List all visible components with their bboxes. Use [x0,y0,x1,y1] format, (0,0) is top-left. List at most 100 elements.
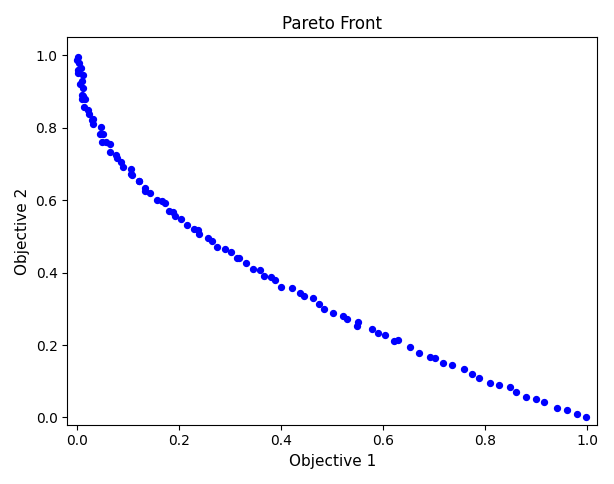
Point [77,71,87,78]
Point [393,336,403,344]
Point [511,388,521,395]
Point [287,284,297,292]
Point [74,69,84,77]
Point [425,353,435,361]
Point [88,116,98,123]
Point [96,123,106,131]
Point [319,305,328,313]
Title: Pareto Front: Pareto Front [282,15,382,33]
Point [75,80,85,88]
Point [521,393,531,401]
Point [78,92,88,100]
Point [194,230,204,238]
Point [176,215,186,223]
Point [134,177,144,185]
Point [203,234,213,242]
Point [258,272,268,280]
Point [373,330,383,337]
Point [447,362,457,369]
Point [140,187,150,195]
Point [80,95,90,103]
Point [88,120,98,128]
Point [170,212,180,220]
Point [299,292,309,300]
Point [270,277,280,285]
Point [182,222,192,229]
Point [72,56,82,63]
Point [405,343,414,351]
Point [389,337,399,345]
Point [367,325,376,333]
Point [74,60,84,67]
Point [552,404,562,412]
Point [430,354,440,362]
Point [83,106,93,114]
Point [562,406,572,414]
Point [145,189,155,197]
Point [160,199,170,207]
Point [459,365,468,373]
Point [76,64,86,72]
Point [111,151,121,159]
Point [266,273,276,281]
Point [342,315,352,323]
X-axis label: Objective 1: Objective 1 [289,454,376,469]
Point [474,375,484,382]
Point [157,197,167,205]
Point [78,85,88,92]
Point [84,110,93,118]
Point [212,242,222,250]
Point [134,177,144,185]
Point [190,226,200,233]
Point [193,227,203,234]
Point [276,283,286,291]
Point [538,398,548,406]
Point [581,414,591,422]
Point [308,294,318,302]
Point [77,77,87,85]
Point [77,91,87,99]
Point [234,254,244,261]
Point [467,370,476,378]
Point [572,410,581,418]
Point [226,249,236,257]
Point [168,209,178,216]
Point [73,66,83,74]
Point [314,301,324,308]
Point [494,381,503,389]
Point [485,379,495,387]
Point [152,196,162,204]
Y-axis label: Objective 2: Objective 2 [15,187,30,274]
Point [328,309,338,317]
Point [126,165,136,173]
Point [380,331,390,339]
Point [241,259,251,267]
Point [106,148,115,156]
Point [98,130,107,138]
Point [531,395,541,403]
Point [127,171,137,179]
Point [438,359,448,367]
Point [352,322,362,330]
Point [505,383,515,391]
Point [220,245,230,253]
Point [79,103,89,111]
Point [338,312,348,320]
Point [77,95,87,103]
Point [231,254,241,261]
Point [115,158,125,166]
Point [164,208,174,215]
Point [295,288,305,296]
Point [74,54,84,61]
Point [97,138,107,146]
Point [95,130,105,137]
Point [126,170,136,178]
Point [248,265,258,273]
Point [101,138,111,146]
Point [105,140,115,148]
Point [207,238,217,245]
Point [414,349,424,357]
Point [112,154,122,162]
Point [255,266,265,274]
Point [353,318,363,326]
